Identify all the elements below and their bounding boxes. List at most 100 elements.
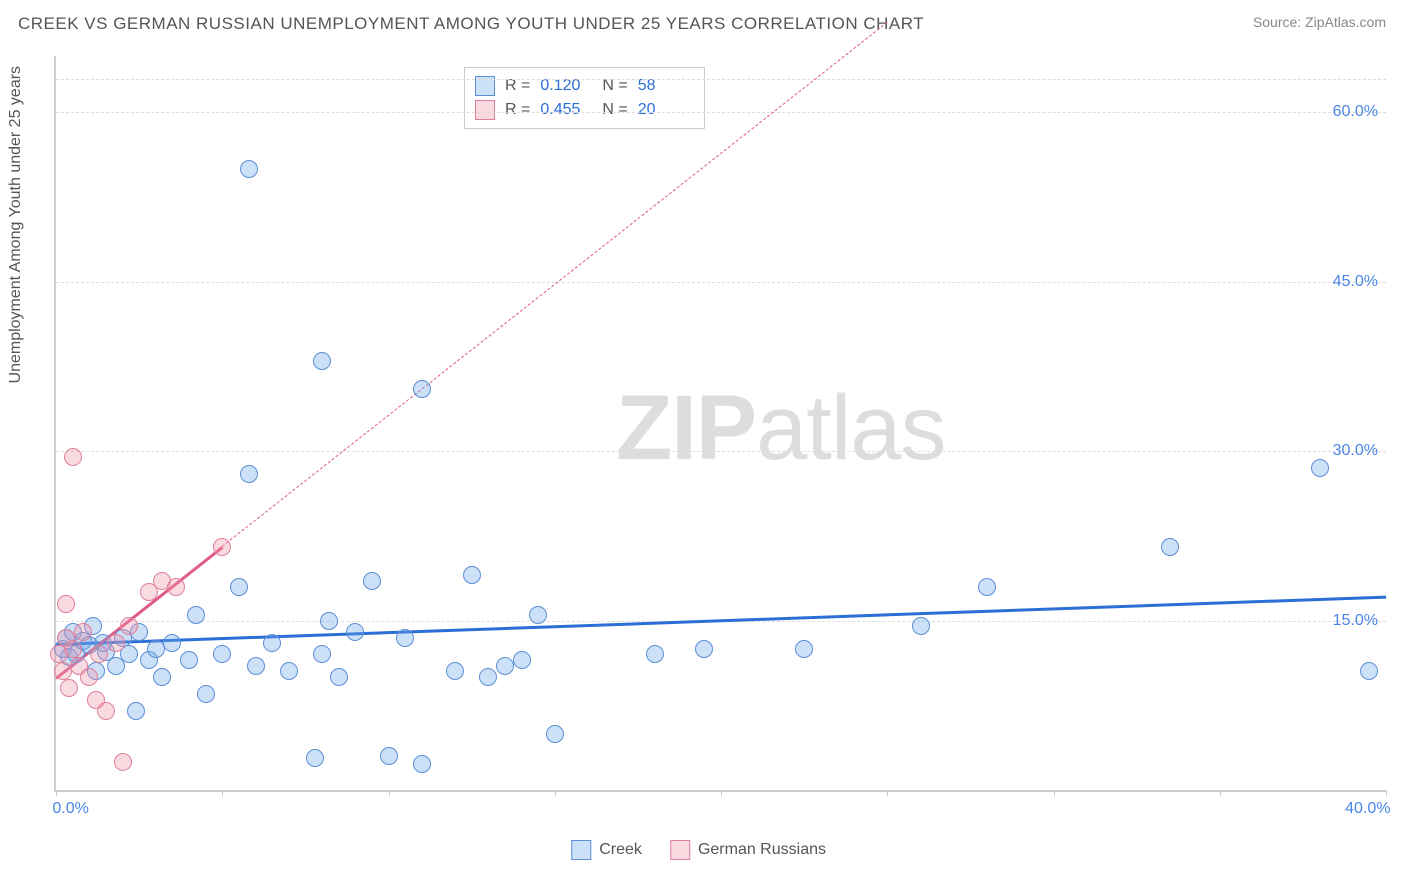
y-tick-label: 30.0% — [1333, 442, 1378, 460]
data-point — [346, 623, 364, 641]
stats-row: R = 0.455 N = 20 — [475, 98, 690, 122]
x-tick-label: 0.0% — [52, 800, 88, 818]
chart-title: CREEK VS GERMAN RUSSIAN UNEMPLOYMENT AMO… — [18, 14, 924, 34]
y-tick-label: 45.0% — [1333, 273, 1378, 291]
x-tick-label: 40.0% — [1345, 800, 1390, 818]
gridline — [56, 79, 1386, 80]
legend-label: Creek — [599, 841, 642, 859]
stat-n-value: 58 — [638, 77, 690, 95]
stat-r-value: 0.120 — [540, 77, 592, 95]
data-point — [90, 645, 108, 663]
chart-area: Unemployment Among Youth under 25 years … — [54, 48, 1384, 828]
data-point — [240, 465, 258, 483]
data-point — [60, 679, 78, 697]
gridline — [56, 451, 1386, 452]
data-point — [197, 685, 215, 703]
data-point — [107, 634, 125, 652]
stat-r-value: 0.455 — [540, 101, 592, 119]
data-point — [64, 448, 82, 466]
stat-r-label: R = — [505, 77, 530, 95]
data-point — [513, 651, 531, 669]
data-point — [247, 657, 265, 675]
stat-n-label: N = — [602, 77, 627, 95]
y-tick-label: 15.0% — [1333, 612, 1378, 630]
x-tick-mark — [1054, 790, 1055, 796]
x-tick-mark — [721, 790, 722, 796]
data-point — [978, 578, 996, 596]
y-tick-label: 60.0% — [1333, 103, 1378, 121]
data-point — [446, 662, 464, 680]
legend: Creek German Russians — [571, 840, 826, 860]
data-point — [213, 538, 231, 556]
data-point — [80, 668, 98, 686]
legend-swatch — [475, 100, 495, 120]
data-point — [1161, 538, 1179, 556]
data-point — [313, 645, 331, 663]
x-tick-mark — [887, 790, 888, 796]
watermark: ZIPatlas — [616, 376, 945, 481]
data-point — [795, 640, 813, 658]
y-axis-label: Unemployment Among Youth under 25 years — [7, 66, 25, 384]
stat-n-value: 20 — [638, 101, 690, 119]
data-point — [496, 657, 514, 675]
legend-item: Creek — [571, 840, 642, 860]
x-tick-mark — [389, 790, 390, 796]
legend-item: German Russians — [670, 840, 826, 860]
watermark-light: atlas — [756, 377, 945, 479]
source-prefix: Source: — [1253, 14, 1305, 30]
data-point — [306, 749, 324, 767]
data-point — [180, 651, 198, 669]
data-point — [1311, 459, 1329, 477]
x-tick-mark — [56, 790, 57, 796]
data-point — [187, 606, 205, 624]
data-point — [320, 612, 338, 630]
data-point — [646, 645, 664, 663]
x-tick-mark — [222, 790, 223, 796]
data-point — [413, 755, 431, 773]
data-point — [463, 566, 481, 584]
data-point — [167, 578, 185, 596]
data-point — [380, 747, 398, 765]
data-point — [64, 640, 82, 658]
x-tick-mark — [555, 790, 556, 796]
watermark-bold: ZIP — [616, 377, 756, 479]
x-tick-mark — [1386, 790, 1387, 796]
data-point — [313, 352, 331, 370]
data-point — [163, 634, 181, 652]
data-point — [1360, 662, 1378, 680]
x-tick-mark — [1220, 790, 1221, 796]
data-point — [330, 668, 348, 686]
data-point — [147, 640, 165, 658]
data-point — [97, 702, 115, 720]
data-point — [529, 606, 547, 624]
data-point — [120, 617, 138, 635]
gridline — [56, 282, 1386, 283]
data-point — [695, 640, 713, 658]
data-point — [413, 380, 431, 398]
stat-n-label: N = — [602, 101, 627, 119]
data-point — [213, 645, 231, 663]
data-point — [114, 753, 132, 771]
data-point — [263, 634, 281, 652]
source-name: ZipAtlas.com — [1305, 14, 1386, 30]
data-point — [396, 629, 414, 647]
legend-label: German Russians — [698, 841, 826, 859]
data-point — [127, 702, 145, 720]
data-point — [479, 668, 497, 686]
source-label: Source: ZipAtlas.com — [1253, 14, 1386, 34]
data-point — [54, 662, 72, 680]
data-point — [230, 578, 248, 596]
data-point — [57, 595, 75, 613]
legend-swatch — [571, 840, 591, 860]
data-point — [912, 617, 930, 635]
data-point — [153, 668, 171, 686]
data-point — [240, 160, 258, 178]
data-point — [74, 623, 92, 641]
stats-box: R = 0.120 N = 58 R = 0.455 N = 20 — [464, 67, 705, 129]
stat-r-label: R = — [505, 101, 530, 119]
plot-region: ZIPatlas R = 0.120 N = 58 R = 0.455 N = 20 15.0… — [54, 56, 1386, 792]
data-point — [546, 725, 564, 743]
data-point — [363, 572, 381, 590]
gridline — [56, 112, 1386, 113]
legend-swatch — [670, 840, 690, 860]
